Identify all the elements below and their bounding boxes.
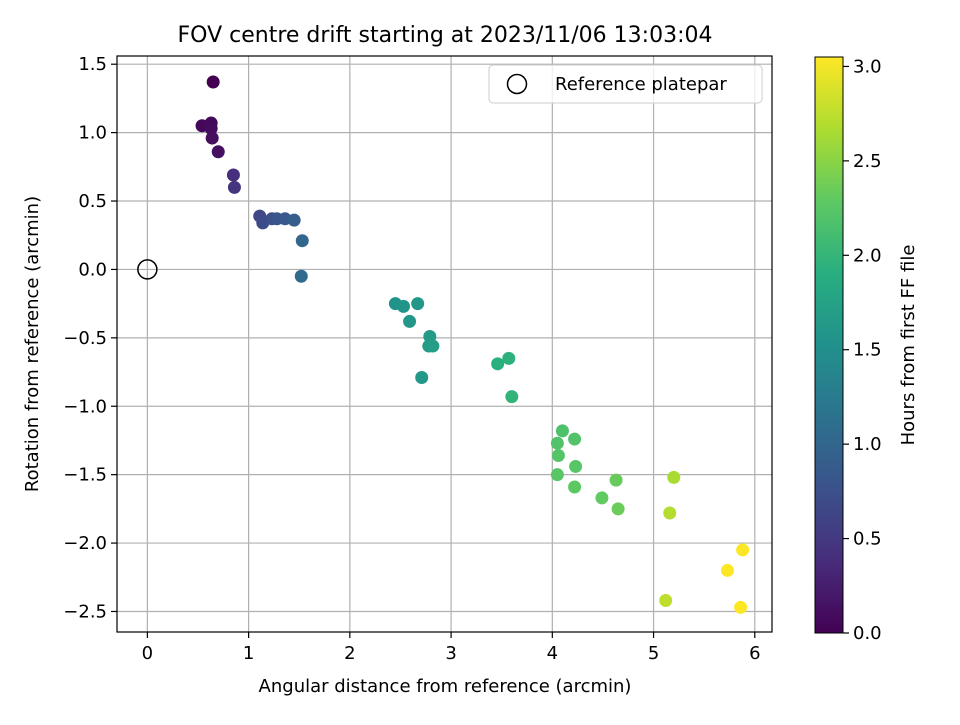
- legend-reference-marker: [506, 73, 528, 95]
- data-point: [736, 543, 750, 557]
- data-point: [663, 506, 677, 520]
- data-point: [550, 468, 564, 482]
- grid-lines: [117, 56, 772, 632]
- data-point: [595, 491, 609, 505]
- x-axis-ticks: 0 1 2 3 4 5 6: [142, 632, 761, 664]
- colorbar-tick-label: 2.0: [853, 245, 882, 266]
- y-tick-label: −1.0: [63, 396, 107, 417]
- x-tick-label: 3: [445, 643, 456, 664]
- data-point: [551, 449, 565, 463]
- data-point: [720, 563, 734, 577]
- data-point: [502, 351, 516, 365]
- data-point: [295, 234, 309, 248]
- legend-label-reference: Reference platepar: [555, 74, 727, 95]
- y-tick-label: 0.0: [78, 259, 107, 280]
- legend-box: [488, 64, 763, 104]
- data-point: [550, 436, 564, 450]
- y-tick-label: 1.5: [78, 54, 107, 75]
- data-point: [396, 299, 410, 313]
- x-tick-label: 5: [648, 643, 659, 664]
- y-tick-label: −0.5: [63, 328, 107, 349]
- data-point: [667, 470, 681, 484]
- y-tick-label: −2.5: [63, 601, 107, 622]
- data-points: [195, 75, 750, 614]
- data-point: [611, 502, 625, 516]
- reference-marker-group: [137, 259, 158, 280]
- colorbar-tick-label: 1.0: [853, 434, 882, 455]
- data-point: [211, 145, 225, 159]
- data-point: [734, 600, 748, 614]
- data-point: [505, 390, 519, 404]
- y-axis-title: Rotation from reference (arcmin): [22, 196, 43, 492]
- y-tick-label: 1.0: [78, 123, 107, 144]
- data-point: [555, 424, 569, 438]
- y-axis-ticks: 1.5 1.0 0.5 0.0 −0.5 −1.0 −1.5 −2.0 −2.5: [63, 54, 117, 622]
- data-point: [205, 131, 219, 145]
- data-point: [287, 213, 301, 227]
- colorbar-title: Hours from first FF file: [898, 245, 919, 446]
- data-point: [609, 473, 623, 487]
- legend: Reference platepar: [488, 64, 763, 104]
- data-point: [206, 75, 220, 89]
- data-point: [491, 357, 505, 371]
- chart-title: FOV centre drift starting at 2023/11/06 …: [178, 23, 713, 48]
- data-point: [426, 339, 440, 353]
- x-axis-title: Angular distance from reference (arcmin): [259, 676, 632, 697]
- data-point: [204, 122, 218, 136]
- x-tick-label: 1: [243, 643, 254, 664]
- y-tick-label: −2.0: [63, 533, 107, 554]
- colorbar: 0.0 0.5 1.0 1.5 2.0 2.5 3.0 Hours from first F…: [814, 56, 919, 644]
- colorbar-tick-label: 1.5: [853, 340, 882, 361]
- data-point: [227, 180, 241, 194]
- colorbar-tick-label: 0.0: [853, 623, 882, 644]
- x-tick-label: 4: [547, 643, 558, 664]
- data-point: [294, 269, 308, 283]
- colorbar-ticks: 0.0 0.5 1.0 1.5 2.0 2.5 3.0: [843, 56, 882, 644]
- data-point: [568, 480, 582, 494]
- plot-frame: [116, 55, 773, 633]
- x-tick-label: 6: [749, 643, 760, 664]
- data-point: [569, 459, 583, 473]
- reference-platepar-marker: [137, 259, 158, 280]
- colorbar-tick-label: 0.5: [853, 529, 882, 550]
- data-point: [415, 371, 429, 385]
- x-tick-label: 0: [142, 643, 153, 664]
- colorbar-tick-label: 2.5: [853, 151, 882, 172]
- y-tick-label: −1.5: [63, 465, 107, 486]
- data-point: [659, 594, 673, 608]
- data-point: [403, 314, 417, 328]
- colorbar-tick-label: 3.0: [853, 56, 882, 77]
- colorbar-gradient: [814, 56, 844, 634]
- x-tick-label: 2: [344, 643, 355, 664]
- data-point: [411, 297, 425, 311]
- data-point: [568, 432, 582, 446]
- data-point: [226, 168, 240, 182]
- y-tick-label: 0.5: [78, 191, 107, 212]
